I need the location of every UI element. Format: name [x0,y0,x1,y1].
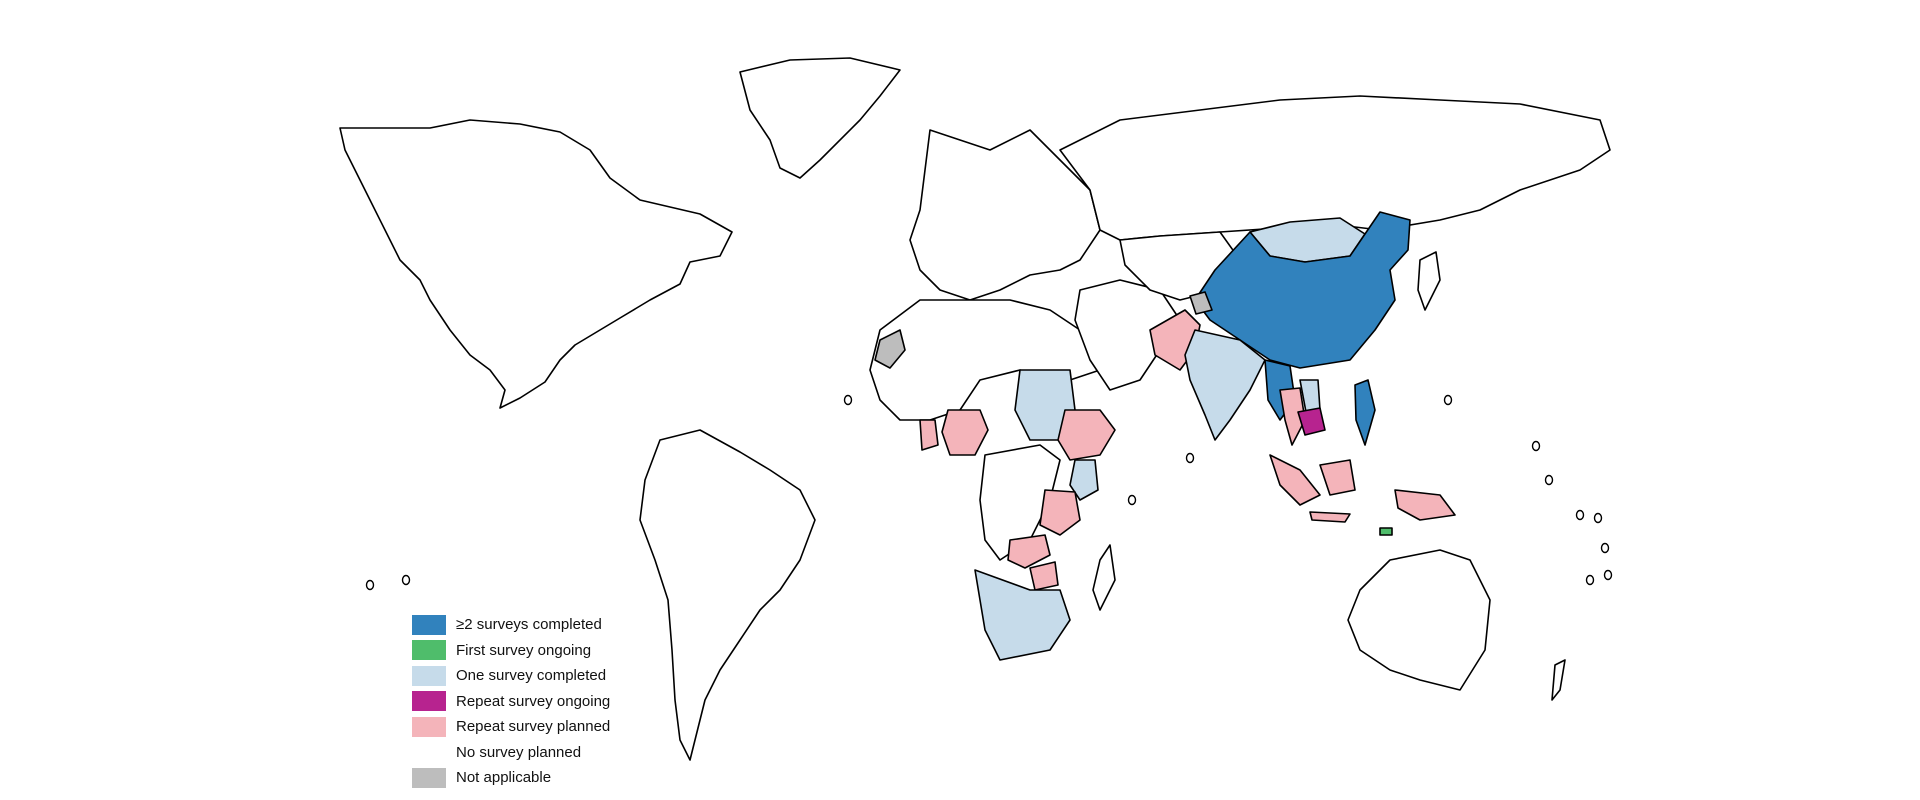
region-timor-leste [1379,527,1393,536]
legend-item-not-applicable: Not applicable [412,765,610,791]
legend-swatch [412,665,446,686]
region-tanzania [1039,489,1081,536]
region-ethiopia [1057,409,1116,461]
region-europe [909,129,1101,301]
region-japan [1417,251,1441,311]
legend-label: Not applicable [456,769,552,787]
region-thailand [1279,387,1306,446]
region-india [1184,329,1266,441]
legend-label: Repeat survey planned [456,718,611,736]
region-western-sahara [874,329,906,369]
legend-label: No survey planned [456,743,582,761]
legend-swatch [412,614,446,635]
region-kenya [1069,459,1099,501]
region-new-zealand [1551,659,1566,701]
island-marker [1575,509,1585,521]
region-zimbabwe [1029,561,1059,591]
legend-swatch [412,691,446,712]
legend-item-first-survey-ongoing: First survey ongoing [412,638,610,664]
island-marker [1185,452,1195,464]
region-south-america [639,429,816,761]
island-marker [365,579,375,591]
island-marker [1600,542,1610,554]
legend-swatch [412,742,446,763]
region-greenland [739,57,901,179]
legend-item-repeat-survey-ongoing: Repeat survey ongoing [412,689,610,715]
legend: ≥2 surveys completed First survey ongoin… [412,612,610,791]
region-madagascar [1092,544,1116,611]
legend-label: One survey completed [456,667,607,685]
legend-item-one-survey-completed: One survey completed [412,663,610,689]
island-marker [1531,440,1541,452]
region-indonesia [1269,454,1456,523]
region-cambodia [1297,407,1326,436]
region-ghana [919,419,939,451]
legend-swatch [412,640,446,661]
island-marker [401,574,411,586]
island-marker [1127,494,1137,506]
region-philippines [1354,379,1376,446]
legend-item-repeat-survey-planned: Repeat survey planned [412,714,610,740]
legend-item-2plus-surveys-completed: ≥2 surveys completed [412,612,610,638]
legend-item-no-survey-planned: No survey planned [412,740,610,766]
island-marker [1443,394,1453,406]
legend-swatch [412,767,446,788]
region-zambia [1007,534,1051,569]
region-southern-africa [974,569,1071,661]
island-marker [1585,574,1595,586]
legend-label: ≥2 surveys completed [456,616,602,634]
legend-swatch [412,716,446,737]
legend-label: First survey ongoing [456,641,592,659]
region-kashmir [1189,291,1213,315]
region-australia [1347,549,1491,691]
island-marker [1603,569,1613,581]
island-marker [1544,474,1554,486]
region-nigeria [941,409,989,456]
region-middle-east [1074,279,1181,391]
legend-label: Repeat survey ongoing [456,692,611,710]
region-north-america [339,119,733,409]
island-marker [843,394,853,406]
island-marker [1593,512,1603,524]
